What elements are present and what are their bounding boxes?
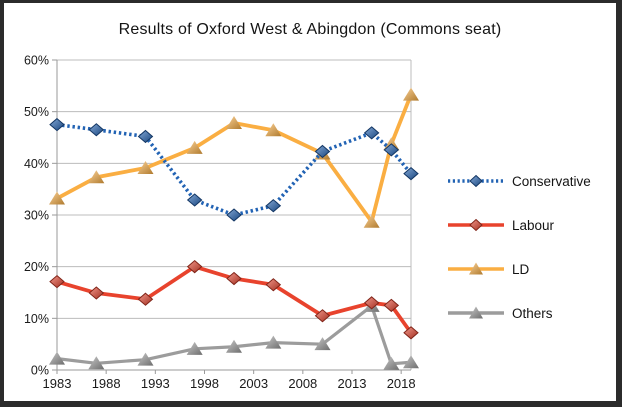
- legend-item-labour: Labour: [446, 215, 591, 235]
- svg-text:50%: 50%: [24, 105, 49, 119]
- svg-text:2013: 2013: [338, 376, 367, 391]
- legend-label-ld: LD: [512, 261, 530, 277]
- legend-item-others: Others: [446, 303, 591, 323]
- svg-text:1998: 1998: [190, 376, 219, 391]
- legend-label-labour: Labour: [512, 217, 555, 233]
- legend-item-ld: LD: [446, 259, 591, 279]
- legend-item-conservative: Conservative: [446, 171, 591, 191]
- svg-text:20%: 20%: [24, 260, 49, 274]
- svg-text:2008: 2008: [288, 376, 317, 391]
- svg-text:2003: 2003: [239, 376, 268, 391]
- svg-text:30%: 30%: [24, 209, 49, 223]
- svg-text:0%: 0%: [31, 364, 49, 378]
- svg-text:1988: 1988: [92, 376, 121, 391]
- svg-text:60%: 60%: [24, 54, 49, 68]
- ld-line-marker-icon: [446, 261, 506, 277]
- legend-label-conservative: Conservative: [512, 173, 591, 189]
- legend: Conservative Labour LD Others: [446, 171, 591, 347]
- svg-text:40%: 40%: [24, 157, 49, 171]
- line-chart-plot-area: 0% 10% 20% 30% 40% 50% 60% 1983 1988 1993 1998 2003…: [24, 54, 419, 391]
- others-line-marker-icon: [446, 305, 506, 321]
- svg-text:1983: 1983: [43, 376, 72, 391]
- conservative-line-marker-icon: [446, 173, 506, 189]
- svg-text:1993: 1993: [141, 376, 170, 391]
- labour-line-marker-icon: [446, 217, 506, 233]
- svg-text:2018: 2018: [387, 376, 416, 391]
- svg-text:10%: 10%: [24, 312, 49, 326]
- chart-title: Results of Oxford West & Abingdon (Commo…: [118, 21, 502, 38]
- legend-label-others: Others: [512, 305, 553, 321]
